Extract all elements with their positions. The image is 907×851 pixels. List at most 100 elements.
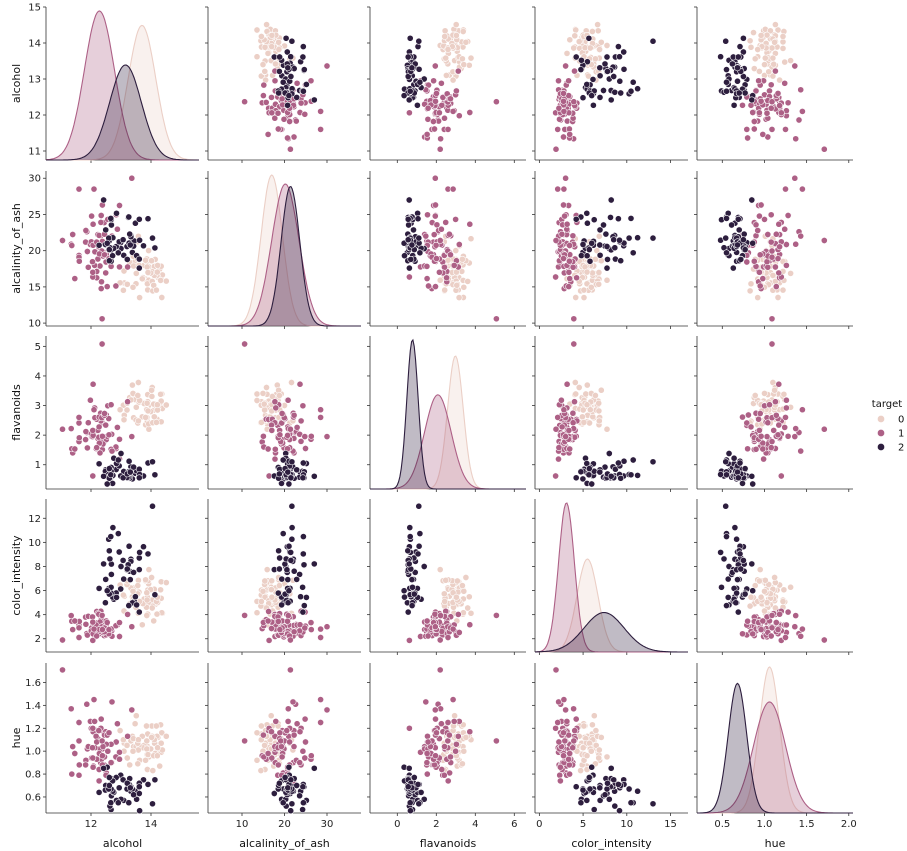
scatter-point-class-2 (114, 530, 122, 537)
kde-area-class-0 (535, 559, 688, 652)
scatter-point-class-2 (586, 785, 594, 793)
scatter-point-class-1 (768, 612, 776, 619)
scatter-point-class-0 (162, 579, 170, 586)
scatter-point-class-1 (89, 268, 97, 276)
x-tick-label: 4 (472, 819, 478, 830)
scatter-point-class-2 (290, 567, 298, 575)
scatter-point-class-1 (441, 263, 448, 271)
scatter-point-class-1 (570, 98, 578, 106)
scatter-point-class-2 (730, 454, 738, 462)
scatter-point-class-1 (820, 237, 828, 244)
scatter-point-class-1 (756, 282, 764, 290)
scatter-point-class-1 (438, 79, 445, 87)
scatter-point-class-1 (792, 425, 800, 432)
scatter-point-class-1 (317, 414, 324, 421)
panel-flavanoids-vs-alcalinity_of_ash (205, 336, 361, 492)
scatter-point-class-1 (569, 263, 577, 271)
scatter-point-class-0 (459, 55, 466, 63)
scatter-point-class-1 (59, 666, 66, 674)
scatter-point-class-1 (297, 438, 305, 445)
scatter-point-class-2 (95, 789, 103, 796)
scatter-point-class-2 (300, 66, 308, 73)
scatter-point-class-1 (759, 131, 767, 138)
scatter-point-class-0 (771, 386, 778, 394)
scatter-point-class-2 (723, 215, 730, 222)
scatter-point-class-1 (317, 719, 324, 726)
scatter-point-class-1 (560, 90, 567, 97)
scatter-point-class-1 (757, 201, 765, 209)
scatter-point-class-2 (734, 64, 741, 72)
scatter-point-class-1 (571, 398, 578, 406)
scatter-point-class-1 (124, 611, 131, 618)
scatter-point-class-0 (589, 721, 596, 729)
scatter-point-class-1 (241, 612, 248, 619)
scatter-point-class-1 (82, 436, 89, 443)
scatter-point-class-1 (570, 340, 578, 348)
scatter-point-class-1 (89, 380, 97, 388)
panel-alcohol-vs-alcohol: 11 12 13 14 15 (28, 3, 199, 163)
scatter-point-class-1 (423, 750, 431, 757)
scatter-point-class-2 (279, 78, 287, 86)
scatter-point-class-1 (423, 759, 431, 766)
scatter-point-class-1 (89, 754, 97, 762)
scatter-point-class-1 (565, 77, 572, 85)
scatter-point-class-2 (279, 799, 287, 807)
scatter-point-class-0 (763, 31, 771, 39)
scatter-point-class-1 (554, 126, 562, 133)
scatter-point-class-1 (440, 771, 448, 779)
scatter-point-class-1 (560, 696, 568, 703)
scatter-point-class-2 (105, 774, 113, 781)
scatter-point-class-1 (570, 315, 578, 323)
scatter-point-class-2 (590, 101, 597, 109)
scatter-point-class-1 (107, 759, 115, 766)
scatter-point-class-1 (99, 432, 106, 440)
scatter-point-class-2 (405, 221, 412, 229)
scatter-point-class-1 (493, 612, 500, 619)
scatter-point-class-2 (284, 64, 292, 72)
scatter-point-class-2 (585, 774, 593, 781)
scatter-point-class-2 (572, 215, 580, 223)
scatter-point-class-2 (583, 252, 591, 260)
scatter-point-class-0 (586, 406, 594, 414)
scatter-point-class-2 (282, 34, 290, 42)
scatter-point-class-1 (493, 737, 500, 745)
scatter-point-class-1 (105, 626, 113, 633)
scatter-point-class-1 (124, 263, 131, 271)
scatter-point-class-1 (307, 77, 315, 85)
scatter-point-class-2 (405, 560, 413, 568)
scatter-point-class-1 (290, 133, 298, 141)
scatter-point-class-1 (424, 211, 431, 219)
scatter-point-class-1 (783, 621, 790, 629)
scatter-point-class-1 (433, 729, 440, 737)
scatter-point-class-1 (552, 724, 559, 732)
scatter-point-class-1 (287, 666, 294, 674)
scatter-point-class-1 (424, 104, 432, 112)
scatter-point-class-2 (603, 53, 611, 61)
scatter-point-class-1 (95, 727, 103, 734)
scatter-point-class-1 (68, 770, 76, 778)
scatter-point-class-2 (106, 555, 114, 563)
scatter-point-class-0 (449, 76, 457, 84)
scatter-point-class-0 (596, 46, 603, 53)
scatter-point-class-1 (107, 401, 115, 409)
scatter-point-class-2 (288, 458, 296, 466)
scatter-point-class-1 (89, 637, 97, 644)
scatter-point-class-1 (750, 125, 758, 133)
scatter-point-class-0 (136, 294, 143, 301)
scatter-point-class-2 (276, 68, 283, 75)
scatter-point-class-2 (310, 764, 318, 772)
scatter-point-class-2 (283, 566, 291, 574)
scatter-point-class-1 (759, 617, 767, 625)
legend-label-2: 2 (898, 443, 904, 454)
y-tick-label: 4 (35, 610, 41, 621)
scatter-point-class-0 (595, 407, 603, 415)
kde-area-class-0 (370, 356, 526, 489)
x-axis-label-hue: hue (765, 837, 786, 850)
scatter-point-class-0 (261, 577, 269, 585)
scatter-point-class-2 (406, 799, 414, 807)
scatter-point-class-1 (774, 90, 782, 97)
scatter-point-class-1 (112, 282, 120, 290)
scatter-point-class-0 (595, 232, 603, 240)
scatter-point-class-0 (441, 286, 449, 294)
scatter-point-class-2 (583, 81, 591, 88)
